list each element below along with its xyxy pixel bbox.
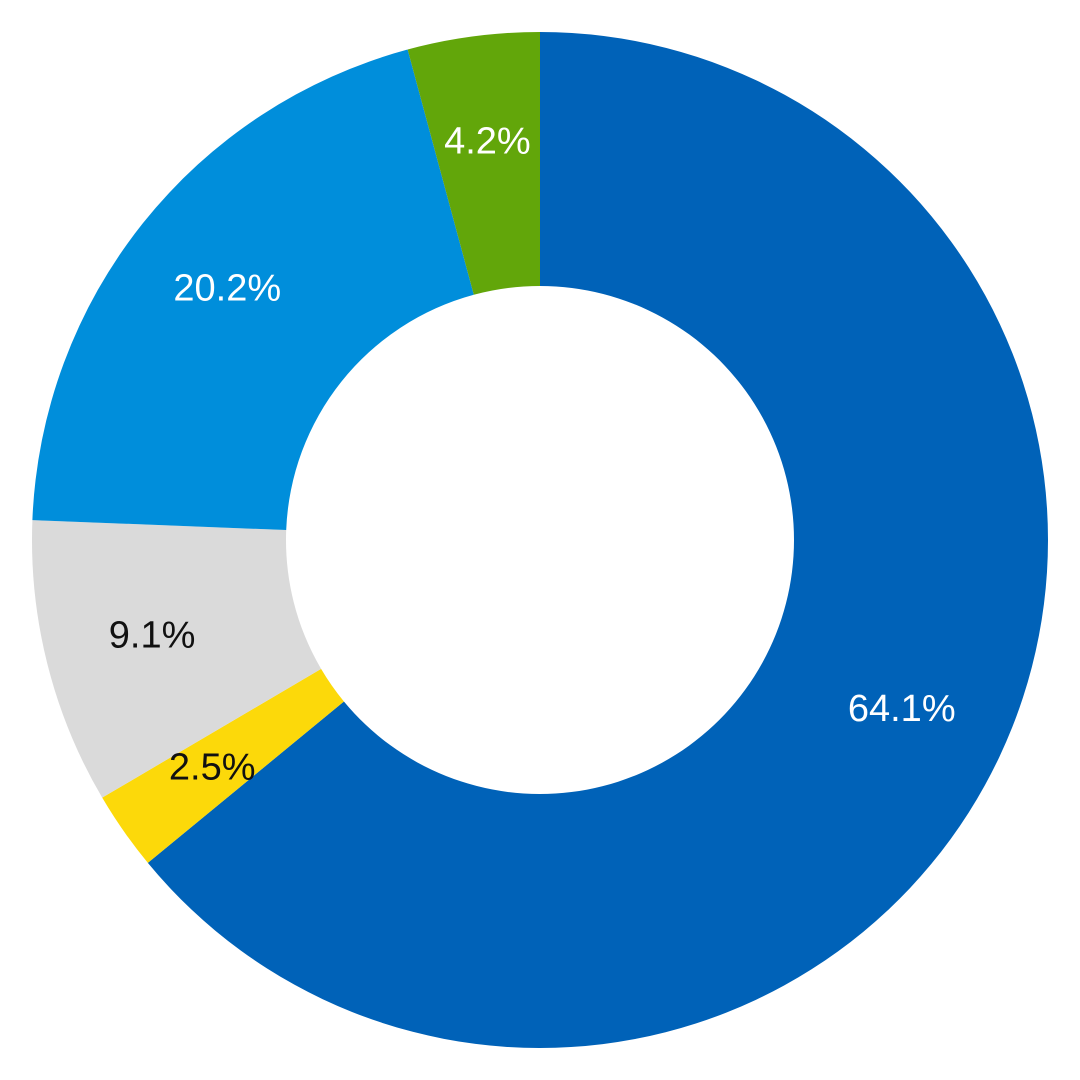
slice-label-0: 64.1% <box>848 688 956 730</box>
donut-slice-3 <box>32 49 474 531</box>
slice-label-4: 4.2% <box>444 121 531 163</box>
donut-slice-1 <box>102 668 344 863</box>
donut-slice-4 <box>407 32 540 295</box>
slice-label-1: 2.5% <box>169 746 256 788</box>
slice-label-3: 20.2% <box>173 268 281 310</box>
slice-label-2: 9.1% <box>109 615 196 657</box>
donut-slice-2 <box>31 520 322 798</box>
donut-slice-0 <box>147 32 1048 1048</box>
slices-layer <box>31 32 1048 1048</box>
labels-layer: 64.1% 2.5% 9.1% 20.2% 4.2% <box>109 121 956 789</box>
